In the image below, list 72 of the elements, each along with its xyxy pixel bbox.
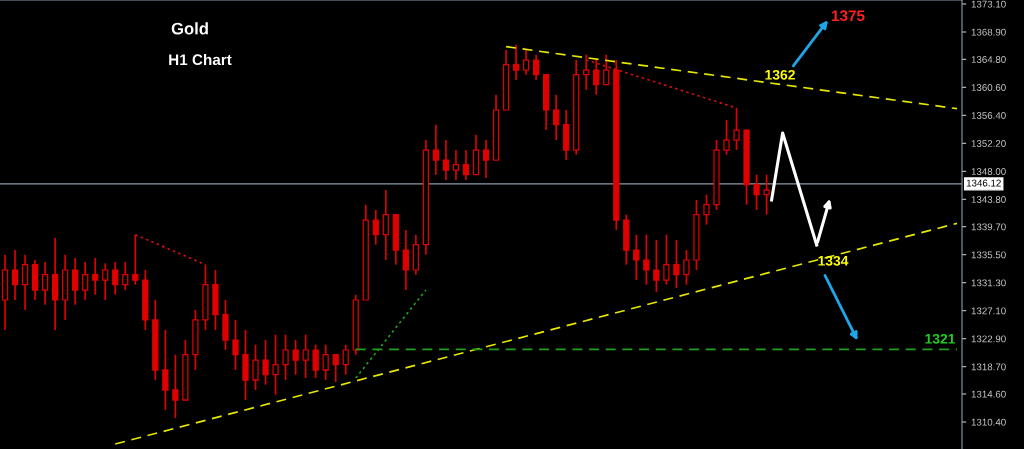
candlestick bbox=[272, 333, 279, 396]
candlestick bbox=[122, 261, 129, 291]
candlestick bbox=[232, 319, 239, 371]
y-tick-label: 1348.00 bbox=[971, 168, 1006, 175]
text: H1 Chart bbox=[169, 53, 232, 66]
annotation: 1321 bbox=[925, 333, 956, 344]
y-tick-label: 1360.60 bbox=[971, 84, 1006, 91]
candlestick bbox=[312, 343, 319, 379]
candlestick bbox=[763, 173, 770, 216]
candlestick bbox=[512, 43, 520, 81]
y-tick-label: 1364.80 bbox=[971, 56, 1006, 63]
candlestick bbox=[532, 53, 540, 81]
candlestick bbox=[11, 249, 19, 301]
ref-line-label: 1346.12 bbox=[966, 179, 1001, 187]
candlestick bbox=[683, 249, 690, 286]
candlestick bbox=[522, 49, 530, 76]
candlestick bbox=[282, 333, 289, 381]
candlestick bbox=[302, 333, 309, 379]
candlestick bbox=[733, 107, 740, 151]
text: Gold bbox=[171, 22, 208, 35]
candlestick bbox=[633, 233, 640, 281]
candlestick bbox=[452, 149, 460, 181]
annotation: 1375 bbox=[831, 10, 865, 22]
candlestick bbox=[593, 59, 600, 96]
candlestick bbox=[432, 123, 440, 176]
candlestick bbox=[21, 253, 29, 311]
candlestick bbox=[102, 262, 109, 301]
candlestick bbox=[372, 209, 379, 246]
candlestick bbox=[172, 353, 179, 419]
candlestick bbox=[92, 257, 99, 296]
candlestick bbox=[112, 261, 119, 296]
candlestick bbox=[703, 193, 710, 226]
candlestick bbox=[132, 233, 139, 286]
candlestick bbox=[322, 343, 329, 381]
candlestick bbox=[262, 339, 269, 386]
candlestick bbox=[653, 239, 660, 293]
y-tick-label: 1327.10 bbox=[971, 307, 1006, 315]
candlestick bbox=[643, 233, 650, 286]
candlestick bbox=[723, 119, 730, 156]
y-tick-label: 1356.40 bbox=[971, 112, 1006, 119]
candlestick bbox=[292, 339, 299, 376]
candlestick bbox=[442, 139, 450, 181]
y-tick-label: 1352.20 bbox=[971, 140, 1006, 147]
candlestick bbox=[482, 139, 490, 179]
candlestick bbox=[72, 257, 79, 306]
candlestick bbox=[583, 53, 590, 91]
candlestick bbox=[753, 173, 760, 211]
candlestick bbox=[553, 93, 560, 141]
y-tick-label: 1331.30 bbox=[971, 279, 1006, 287]
y-tick-label: 1373.10 bbox=[971, 0, 1006, 8]
candlestick bbox=[82, 261, 89, 301]
y-tick-label: 1310.40 bbox=[971, 418, 1006, 426]
y-tick-label: 1335.50 bbox=[971, 251, 1006, 259]
y-tick-label: 1322.90 bbox=[971, 335, 1006, 343]
y-tick-label: 1343.80 bbox=[971, 196, 1006, 203]
candlestick bbox=[252, 343, 259, 391]
annotation: 1334 bbox=[818, 255, 849, 266]
candlestick bbox=[342, 343, 349, 376]
candlestick bbox=[332, 353, 339, 383]
y-tick-label: 1368.90 bbox=[971, 28, 1006, 36]
candlestick bbox=[673, 239, 680, 289]
annotation: 1362 bbox=[765, 69, 795, 80]
y-tick-label: 1318.70 bbox=[971, 363, 1006, 371]
candlestick bbox=[663, 233, 670, 286]
candlestick bbox=[402, 229, 409, 291]
candlestick bbox=[162, 329, 169, 411]
candlestick bbox=[462, 149, 470, 181]
candlestick bbox=[603, 53, 610, 86]
candlestick bbox=[382, 189, 389, 261]
y-tick-label: 1339.70 bbox=[971, 223, 1006, 231]
candlestick bbox=[41, 261, 49, 306]
y-tick-label: 1314.60 bbox=[971, 390, 1006, 398]
